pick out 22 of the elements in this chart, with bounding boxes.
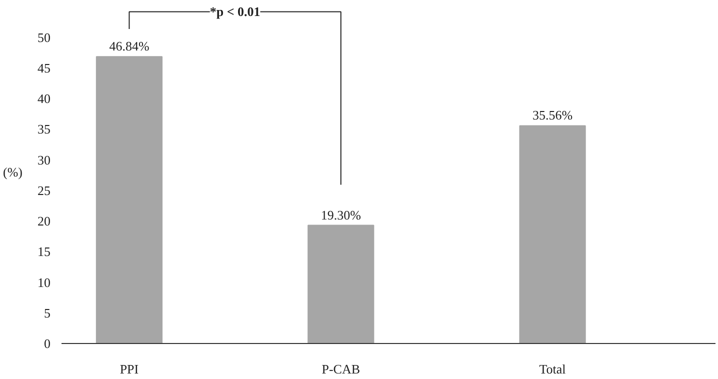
y-tick-label: 30 bbox=[38, 152, 50, 168]
data-label: 46.84% bbox=[109, 38, 150, 54]
y-tick-label: 10 bbox=[38, 274, 50, 290]
y-tick-label: 0 bbox=[44, 336, 50, 351]
y-tick-label: 25 bbox=[38, 182, 50, 198]
bar bbox=[96, 56, 163, 344]
y-tick-label: 50 bbox=[38, 30, 50, 45]
x-tick-label: P-CAB bbox=[322, 362, 360, 376]
x-tick-label: Total bbox=[539, 362, 566, 376]
y-tick-label: 5 bbox=[44, 305, 50, 320]
data-label: 19.30% bbox=[320, 207, 362, 222]
data-label: 35.56% bbox=[532, 108, 573, 123]
y-axis-title: (%) bbox=[3, 164, 23, 180]
x-tick-label: PPI bbox=[120, 362, 139, 376]
y-tick-label: 15 bbox=[38, 244, 50, 260]
bar bbox=[308, 224, 374, 344]
y-tick-label: 45 bbox=[38, 60, 50, 76]
bar bbox=[519, 125, 586, 344]
annotation: *p < 0.01 bbox=[210, 4, 260, 20]
y-tick-label: 35 bbox=[38, 122, 50, 137]
y-tick-label: 40 bbox=[38, 91, 50, 106]
y-tick-label: 20 bbox=[38, 214, 50, 228]
